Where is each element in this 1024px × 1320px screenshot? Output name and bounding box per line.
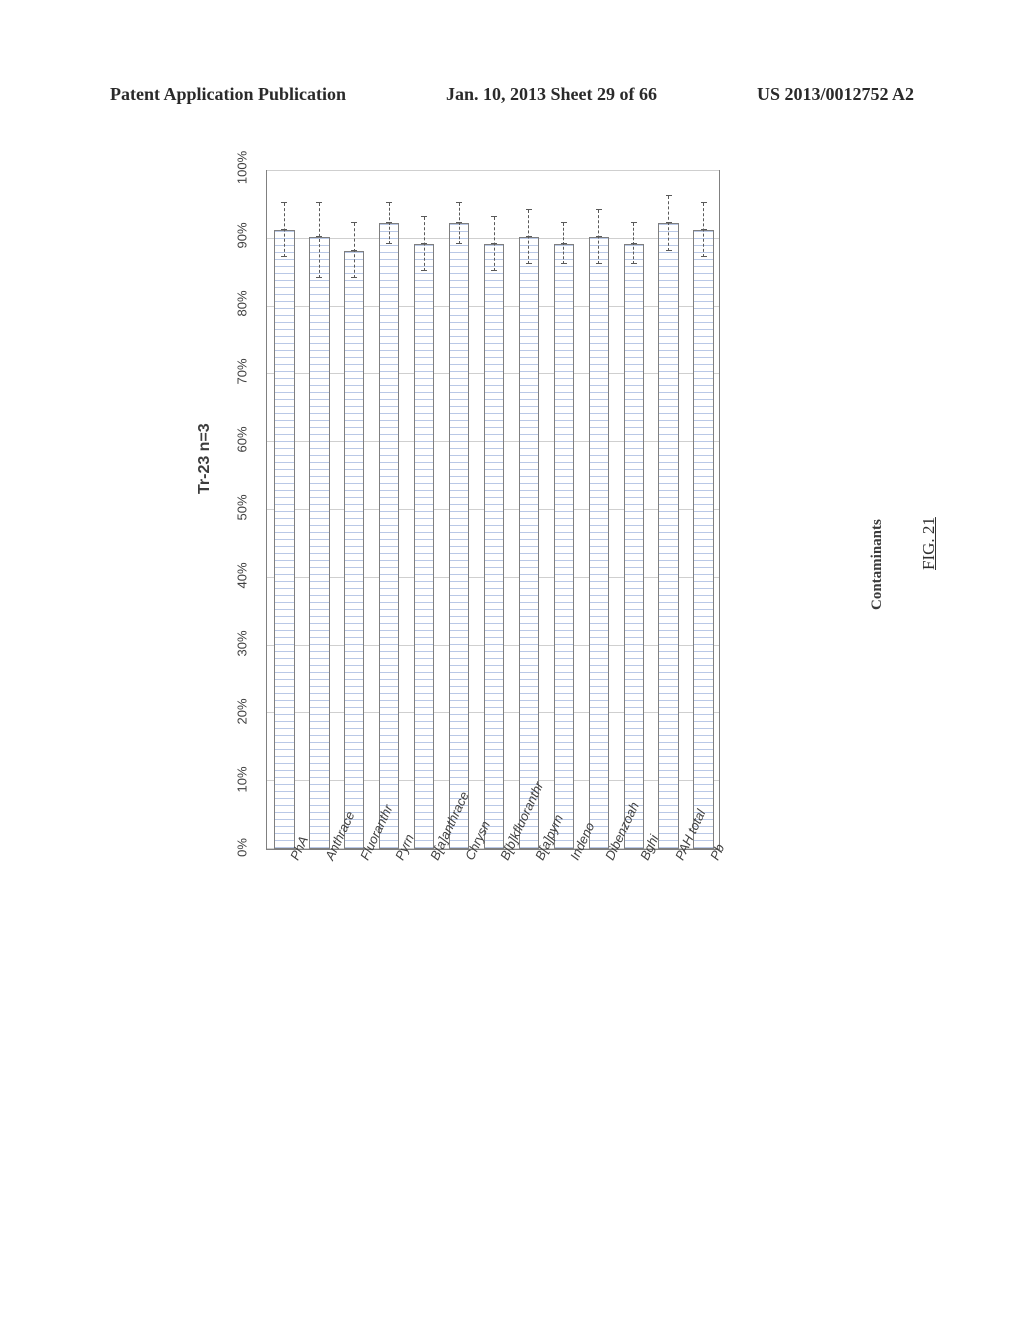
error-mid-cap <box>701 229 707 230</box>
error-cap <box>386 243 392 244</box>
error-cap <box>666 250 672 251</box>
bar <box>379 223 399 849</box>
error-cap <box>281 256 287 257</box>
error-cap <box>491 216 497 217</box>
error-mid-cap <box>491 243 497 244</box>
chart-container: Tr-23 n=3 0%10%20%30%40%50%60%70%80%90%1… <box>210 150 770 1130</box>
error-mid-cap <box>596 236 602 237</box>
error-mid-cap <box>421 243 427 244</box>
error-bar <box>459 203 461 244</box>
bar <box>624 244 644 849</box>
y-tick-label: 30% <box>235 624 250 664</box>
bar <box>554 244 574 849</box>
error-cap <box>456 202 462 203</box>
error-mid-cap <box>281 229 287 230</box>
error-bar <box>528 210 530 264</box>
bar <box>344 251 364 849</box>
error-mid-cap <box>316 236 322 237</box>
error-mid-cap <box>561 243 567 244</box>
bar <box>449 223 469 849</box>
error-bar <box>703 203 705 257</box>
bar <box>274 230 294 849</box>
error-mid-cap <box>631 243 637 244</box>
error-bar <box>319 203 321 278</box>
chart-plot-area <box>266 170 720 850</box>
error-cap <box>421 216 427 217</box>
y-tick-label: 80% <box>235 284 250 324</box>
error-mid-cap <box>666 222 672 223</box>
y-tick-label: 70% <box>235 352 250 392</box>
header-center: Jan. 10, 2013 Sheet 29 of 66 <box>446 84 657 105</box>
y-tick-label: 20% <box>235 692 250 732</box>
error-bar <box>354 223 356 277</box>
error-bar <box>598 210 600 264</box>
page-header: Patent Application Publication Jan. 10, … <box>110 84 914 105</box>
bar <box>414 244 434 849</box>
header-right: US 2013/0012752 A2 <box>757 84 914 105</box>
y-tick-label: 60% <box>235 420 250 460</box>
y-tick-label: 100% <box>235 148 250 188</box>
figure-label: FIG. 21 <box>919 517 939 570</box>
page-root: Patent Application Publication Jan. 10, … <box>0 0 1024 1320</box>
error-bar <box>389 203 391 244</box>
error-cap <box>281 202 287 203</box>
error-cap <box>561 222 567 223</box>
error-bar <box>668 196 670 250</box>
error-mid-cap <box>526 236 532 237</box>
header-left: Patent Application Publication <box>110 84 346 105</box>
bar <box>658 223 678 849</box>
error-cap <box>456 243 462 244</box>
y-tick-label: 10% <box>235 760 250 800</box>
error-cap <box>701 256 707 257</box>
error-cap <box>421 270 427 271</box>
error-cap <box>596 209 602 210</box>
error-cap <box>351 222 357 223</box>
bar <box>519 237 539 849</box>
error-cap <box>386 202 392 203</box>
bar <box>693 230 713 849</box>
error-mid-cap <box>386 222 392 223</box>
y-tick-label: 40% <box>235 556 250 596</box>
error-cap <box>526 263 532 264</box>
y-tick-label: 50% <box>235 488 250 528</box>
error-cap <box>491 270 497 271</box>
error-cap <box>351 277 357 278</box>
error-mid-cap <box>351 250 357 251</box>
error-cap <box>631 222 637 223</box>
error-cap <box>666 195 672 196</box>
y-tick-label: 0% <box>235 828 250 868</box>
error-cap <box>561 263 567 264</box>
error-cap <box>596 263 602 264</box>
bar <box>589 237 609 849</box>
error-cap <box>316 202 322 203</box>
error-cap <box>526 209 532 210</box>
error-cap <box>701 202 707 203</box>
error-mid-cap <box>456 222 462 223</box>
error-bar <box>284 203 286 257</box>
error-cap <box>316 277 322 278</box>
x-axis-title: Contaminants <box>869 519 886 610</box>
bar <box>484 244 504 849</box>
y-tick-label: 90% <box>235 216 250 256</box>
error-cap <box>631 263 637 264</box>
chart-title: Tr-23 n=3 <box>196 423 214 494</box>
bar <box>309 237 329 849</box>
gridline <box>267 170 719 171</box>
